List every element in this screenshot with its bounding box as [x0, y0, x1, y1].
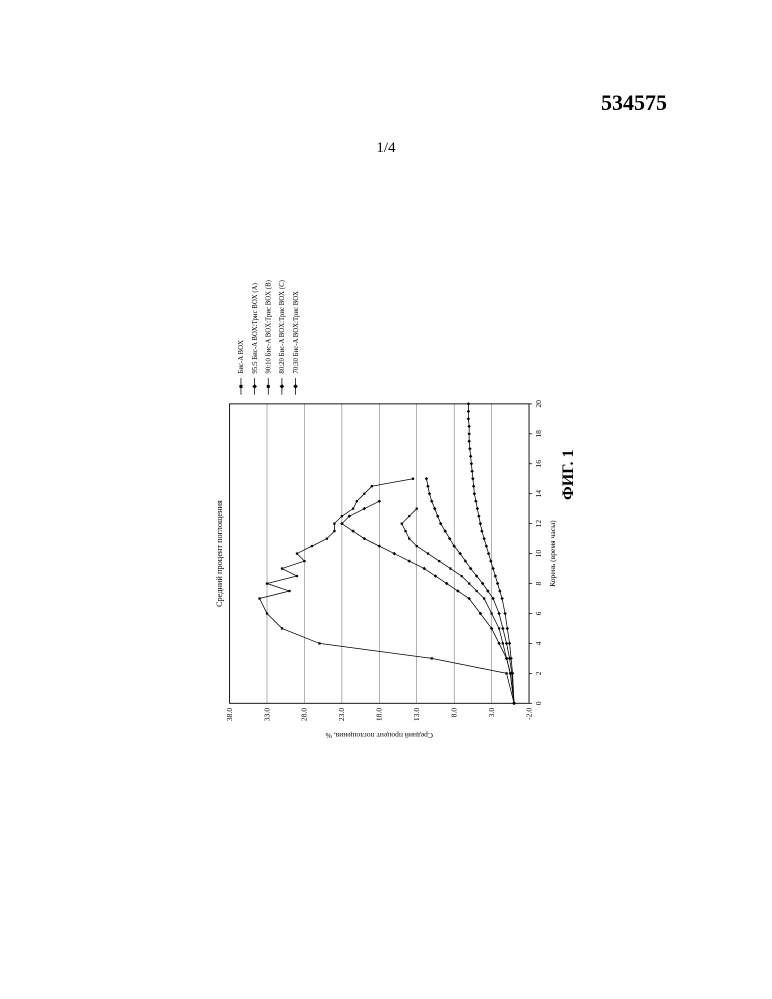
- svg-text:33.0: 33.0: [262, 708, 271, 721]
- doc-number: 534575: [601, 90, 667, 116]
- svg-text:8.0: 8.0: [449, 708, 458, 718]
- svg-text:10: 10: [534, 550, 543, 558]
- svg-text:Корень (время часы): Корень (время часы): [548, 520, 557, 587]
- svg-text:38.0: 38.0: [225, 708, 234, 721]
- svg-text:4: 4: [534, 641, 543, 645]
- svg-text:20: 20: [534, 400, 543, 408]
- svg-text:12: 12: [534, 520, 543, 528]
- svg-text:0: 0: [534, 701, 543, 705]
- svg-text:Средний процент поглощения, %: Средний процент поглощения, %: [325, 731, 433, 740]
- svg-text:6: 6: [534, 611, 543, 615]
- svg-text:Средний процент поглощения: Средний процент поглощения: [215, 500, 224, 607]
- svg-text:90:10 Бис-A BOX:Трис BOX (B): 90:10 Бис-A BOX:Трис BOX (B): [266, 280, 273, 373]
- absorption-chart: -2.0 3.0 8.0 13.0 18.0 23.0 28.0 33.0 38.0 0 2 4 6 8 1…: [75, 275, 695, 745]
- svg-text:14: 14: [534, 490, 543, 498]
- svg-text:16: 16: [534, 460, 543, 468]
- svg-text:-2.0: -2.0: [524, 708, 533, 720]
- svg-text:28.0: 28.0: [300, 708, 309, 721]
- svg-text:95:5 Бис-A BOX:Трис BOX (A): 95:5 Бис-A BOX:Трис BOX (A): [252, 283, 259, 373]
- svg-text:18: 18: [534, 430, 543, 438]
- svg-text:Бис-A BOX: Бис-A BOX: [238, 340, 245, 374]
- page-indicator: 1/4: [376, 140, 395, 157]
- svg-text:2: 2: [534, 671, 543, 675]
- svg-text:23.0: 23.0: [337, 708, 346, 721]
- svg-text:70:30 Бис-A BOX:Трис BOX: 70:30 Бис-A BOX:Трис BOX: [293, 291, 300, 374]
- chart-container: -2.0 3.0 8.0 13.0 18.0 23.0 28.0 33.0 38.0 0 2 4 6 8 1…: [75, 275, 695, 745]
- svg-text:80:20 Бис-A BOX:Трис BOX (C): 80:20 Бис-A BOX:Трис BOX (C): [279, 280, 286, 373]
- svg-text:3.0: 3.0: [487, 708, 496, 718]
- svg-text:18.0: 18.0: [375, 708, 384, 721]
- svg-text:8: 8: [534, 581, 543, 585]
- figure-label: ФИГ. 1: [560, 449, 578, 500]
- svg-text:13.0: 13.0: [412, 708, 421, 721]
